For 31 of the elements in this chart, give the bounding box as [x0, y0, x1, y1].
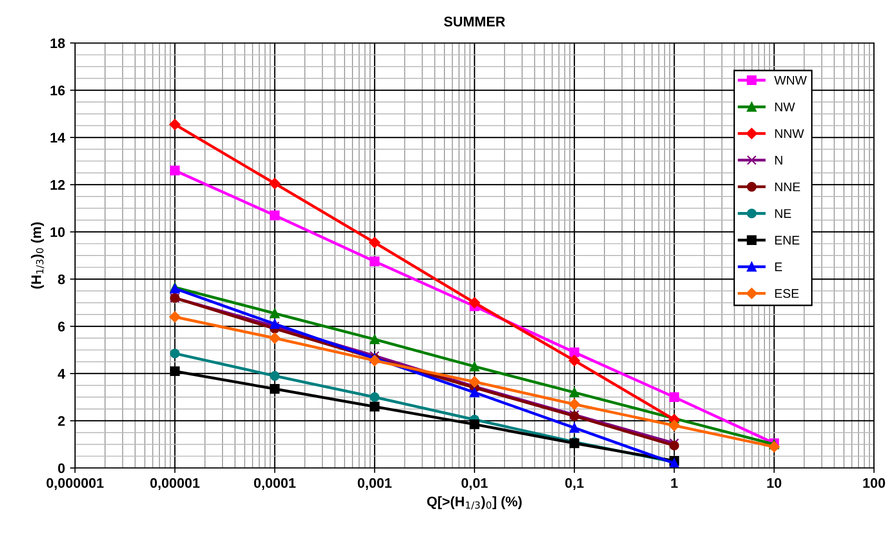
y-tick-label: 10 [50, 227, 65, 238]
y-tick-label: 2 [58, 416, 65, 426]
x-tick-label: 0,0001 [254, 478, 296, 490]
y-axis-title: (H$_{1/3}$)$_{0}$ (m) [30, 222, 44, 289]
y-tick-label: 12 [50, 180, 65, 190]
x-tick-label: 0,1 [565, 478, 584, 490]
y-tick-label: 18 [50, 38, 65, 48]
x-tick-label: 1 [671, 478, 678, 488]
legend-label: NNW [775, 129, 804, 138]
y-tick-label: 6 [58, 322, 65, 332]
x-tick-label: 100 [863, 478, 886, 488]
x-tick-label: 10 [767, 478, 782, 488]
legend-label: ENE [775, 236, 800, 244]
legend-label: E [775, 262, 782, 272]
x-tick-label: 0,000001 [46, 478, 104, 490]
x-tick-label: 0,001 [358, 478, 392, 490]
y-tick-label: 16 [50, 86, 65, 96]
y-tick-label: 4 [58, 369, 66, 379]
y-tick-label: 14 [50, 132, 66, 142]
y-tick-label: 8 [58, 274, 65, 284]
legend-label: ESE [775, 289, 799, 298]
legend-label: N [775, 156, 782, 165]
chart-title: SUMMER [444, 16, 506, 26]
x-tick-label: 0,01 [462, 478, 488, 490]
legend-label: NNE [775, 182, 800, 192]
legend-label: NE [775, 209, 792, 218]
legend-label: WNW [774, 76, 807, 85]
legend-label: NW [775, 102, 795, 112]
x-tick-label: 0,00001 [150, 478, 200, 490]
y-tick-label: 0 [58, 463, 65, 474]
x-axis-title: Q[>(H$_{1/3}$)$_{0}$] (%) [427, 496, 522, 510]
